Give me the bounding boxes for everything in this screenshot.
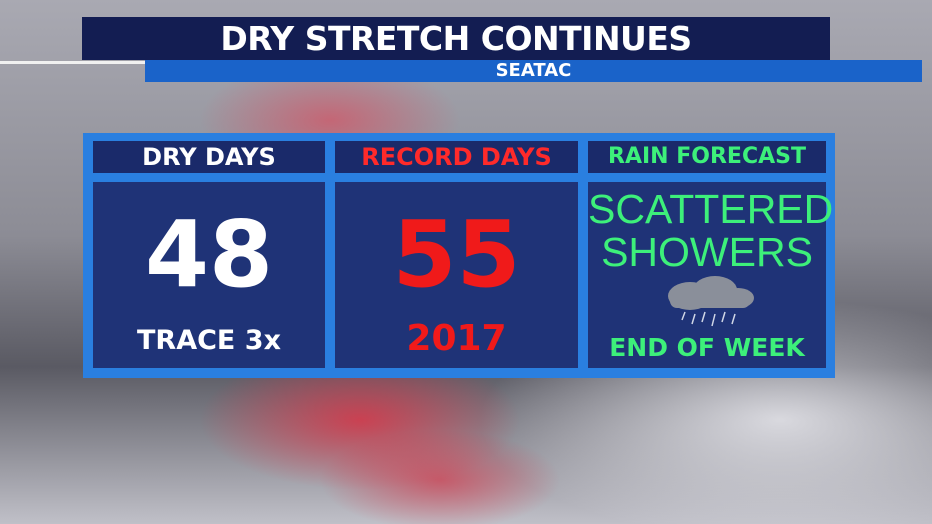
rule <box>0 61 145 64</box>
panel-heading: RAIN FORECAST <box>588 141 826 173</box>
panel-heading: RECORD DAYS <box>335 141 578 173</box>
panel-body <box>335 182 578 368</box>
subtitle: SEATAC <box>145 60 922 82</box>
panel-footer: END OF WEEK <box>609 333 805 362</box>
panel-value: 48 <box>144 201 274 308</box>
title: DRY STRETCH CONTINUES <box>82 17 830 60</box>
panel-value: 55 <box>392 201 521 308</box>
panel-footer: 2017 <box>406 318 507 359</box>
panel-body <box>588 182 826 368</box>
panel-body <box>93 182 325 368</box>
panel-value: SCATTERED SHOWERS <box>588 186 834 275</box>
panel-heading: DRY DAYS <box>93 141 325 173</box>
panel-footer: TRACE 3x <box>137 325 281 356</box>
cloud-icon <box>668 276 754 327</box>
